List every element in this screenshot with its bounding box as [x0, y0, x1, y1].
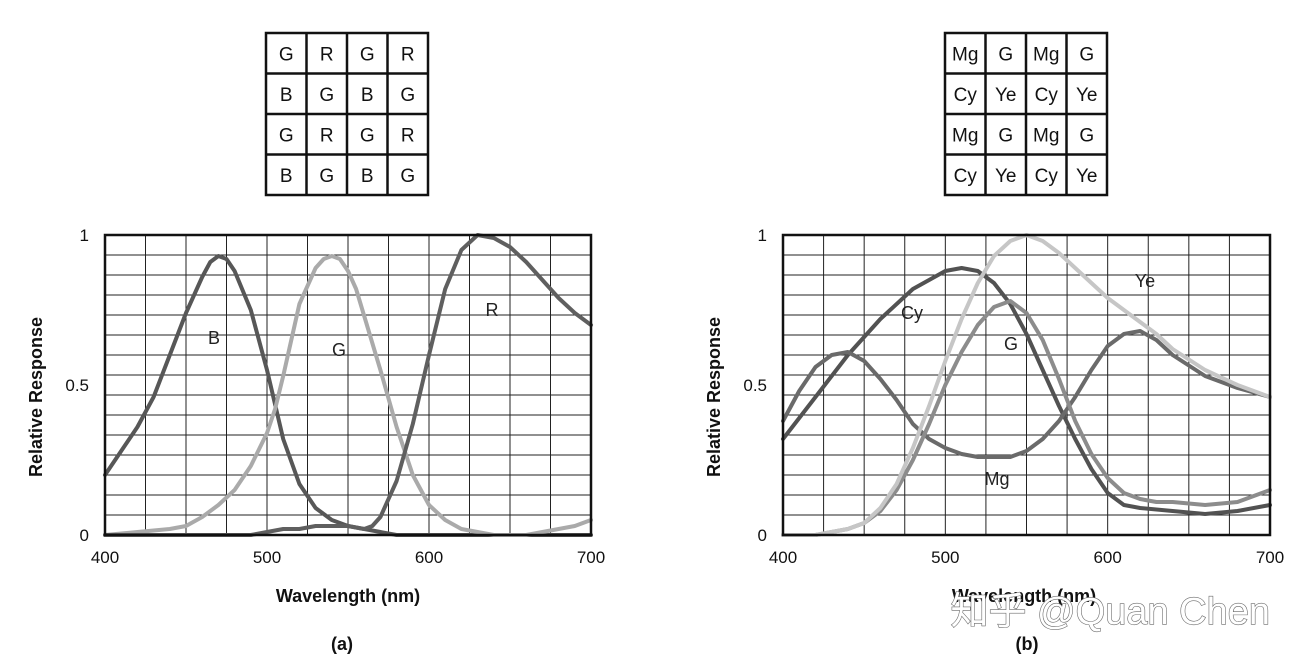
- panel-label: (a): [331, 634, 353, 654]
- cfa-cell: Ye: [1076, 85, 1098, 106]
- x-tick-label: 700: [1256, 548, 1284, 567]
- cfa-cell: G: [1079, 125, 1094, 146]
- y-tick-label: 0.5: [65, 376, 89, 395]
- x-tick-label: 700: [577, 548, 605, 567]
- cfa-cell: G: [360, 125, 375, 146]
- series-line-ye: [781, 233, 1272, 537]
- cfa-cell: G: [279, 125, 294, 146]
- series-line-r: [103, 233, 593, 537]
- y-tick-label: 0: [758, 526, 767, 545]
- x-tick-label: 400: [91, 548, 119, 567]
- plot-area: 400 500 600 700 0 0.5 1 Cy Mg G Ye: [743, 226, 1284, 567]
- x-axis-title: Wavelength (nm): [952, 586, 1096, 606]
- cfa-cell: Cy: [1035, 166, 1059, 187]
- series-label-r: R: [486, 300, 499, 320]
- cfa-cell: Cy: [954, 85, 978, 106]
- x-tick-label: 500: [931, 548, 959, 567]
- cfa-cell: R: [401, 44, 415, 65]
- y-axis-title: Relative Response: [704, 317, 724, 477]
- cfa-cell: B: [361, 166, 374, 187]
- cfa-cell: G: [279, 44, 294, 65]
- cfa-cell: G: [998, 125, 1013, 146]
- x-tick-label: 500: [253, 548, 281, 567]
- cfa-cell: G: [400, 166, 415, 187]
- y-tick-label: 0: [80, 526, 89, 545]
- y-tick-label: 0.5: [743, 376, 767, 395]
- cfa-cell: R: [320, 125, 334, 146]
- cfa-cell: Mg: [1033, 44, 1059, 65]
- series-line-cy: [781, 266, 1272, 516]
- watermark-text: 知乎 @Quan Chen: [951, 591, 1271, 633]
- cfa-cell: Cy: [1035, 85, 1059, 106]
- plot-area: 400 500 600 700 0 0.5 1 B G R: [65, 226, 605, 567]
- cfa-cell: B: [280, 166, 293, 187]
- cfa-cell: Cy: [954, 166, 978, 187]
- series-label-ye: Ye: [1135, 271, 1155, 291]
- cfa-cell: Ye: [1076, 166, 1098, 187]
- cfa-cell: R: [320, 44, 334, 65]
- plot-frame: [781, 233, 1272, 537]
- y-tick-label: 1: [758, 226, 767, 245]
- cfa-cell: Ye: [995, 166, 1017, 187]
- cfa-cell: Ye: [995, 85, 1017, 106]
- cfa-cell: G: [319, 85, 334, 106]
- cfa-cell: Mg: [1033, 125, 1059, 146]
- series-label-g: G: [1004, 334, 1018, 354]
- series-label-g: G: [332, 340, 346, 360]
- cfa-cell: Mg: [952, 125, 978, 146]
- x-axis-title: Wavelength (nm): [276, 586, 420, 606]
- series-label-b: B: [208, 328, 220, 348]
- y-tick-label: 1: [80, 226, 89, 245]
- cfa-cell: R: [401, 125, 415, 146]
- cfa-cell: B: [280, 85, 293, 106]
- cfa-mosaic: Mg G Mg G Cy Ye Cy Ye Mg G Mg G Cy Ye Cy Ye: [943, 31, 1109, 197]
- panel-label: (b): [1016, 634, 1039, 654]
- plot-frame: [103, 233, 593, 537]
- x-tick-label: 400: [769, 548, 797, 567]
- cfa-cell: G: [400, 85, 415, 106]
- cfa-cell: B: [361, 85, 374, 106]
- series-label-mg: Mg: [984, 469, 1009, 489]
- cfa-cell: G: [319, 166, 334, 187]
- x-tick-label: 600: [415, 548, 443, 567]
- cfa-cell: Mg: [952, 44, 978, 65]
- x-tick-label: 600: [1093, 548, 1121, 567]
- panel-b: Mg G Mg G Cy Ye Cy Ye Mg G Mg G Cy Ye Cy Ye 400 500 600 700…: [704, 31, 1284, 654]
- cfa-cell: G: [1079, 44, 1094, 65]
- series-line-mg: [781, 329, 1272, 459]
- cfa-cell: G: [998, 44, 1013, 65]
- cfa-cell: G: [360, 44, 375, 65]
- cfa-mosaic: G R G RB G B GG R G RB G B G: [264, 31, 430, 197]
- series-label-cy: Cy: [901, 303, 923, 323]
- y-axis-title: Relative Response: [26, 317, 46, 477]
